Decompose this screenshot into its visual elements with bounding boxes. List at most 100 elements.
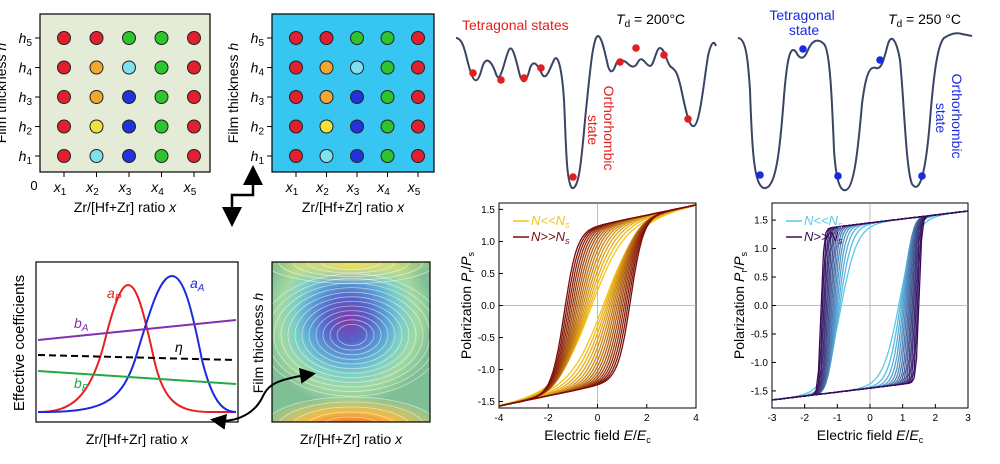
contour-line xyxy=(287,291,417,379)
state-dot xyxy=(520,74,528,82)
orthorhombic-label-left: Orthorhombic state xyxy=(585,86,617,175)
grid-xlabel: Zr/[Hf+Zr] ratio x xyxy=(302,199,405,215)
x-tick-label: -2 xyxy=(800,413,809,424)
legend-entry: N>>Ns xyxy=(804,229,843,246)
y-tick-label: 0.0 xyxy=(754,301,768,312)
phase-dot xyxy=(57,90,71,104)
contour-line xyxy=(280,287,424,383)
y-tick-label: 1.5 xyxy=(754,216,768,227)
phase-dot xyxy=(319,90,334,104)
y-axis-label: Polarization Pr/Ps xyxy=(731,251,749,359)
state-dot xyxy=(469,69,477,77)
phase-dot xyxy=(350,31,364,45)
y-tick-label: -1.0 xyxy=(478,365,496,376)
phase-dot xyxy=(319,149,334,163)
contour-line xyxy=(273,282,430,388)
contour-line xyxy=(315,310,389,360)
phase-dot xyxy=(411,90,425,104)
phase-dot xyxy=(289,60,303,75)
contour-line xyxy=(272,270,430,284)
bA-line xyxy=(37,319,237,341)
eta-line xyxy=(37,354,237,361)
phase-dot xyxy=(411,149,425,163)
coefficients-panel: aP aA bA η bP Effective coefficients Zr/… xyxy=(11,261,239,447)
phase-dot xyxy=(380,119,395,134)
phase-dot xyxy=(57,119,71,134)
aA-label: aA xyxy=(190,275,205,294)
bP-label: bP xyxy=(74,375,89,394)
phase-dot xyxy=(187,60,201,75)
contour-line xyxy=(272,396,430,415)
x-tick-label: 2 xyxy=(933,413,939,424)
contour-line xyxy=(292,406,410,422)
grid-ylabel: Film thickness h xyxy=(0,43,9,144)
phase-dot xyxy=(289,119,303,134)
h-tick-label: h3 xyxy=(19,89,33,108)
phase-dot xyxy=(411,60,425,75)
state-dot xyxy=(569,173,577,181)
phase-dot xyxy=(187,149,201,163)
phase-dot xyxy=(187,119,201,134)
y-tick-label: -1.5 xyxy=(478,397,496,408)
coeffs-ylabel: Effective coefficients xyxy=(11,275,28,411)
aP-label: aP xyxy=(107,285,122,304)
phase-dot xyxy=(154,31,169,45)
h-tick-label: h5 xyxy=(251,30,265,49)
phase-dot xyxy=(57,60,71,75)
x-tick-label: 0 xyxy=(867,413,873,424)
x-axis-label: Electric field E/Ec xyxy=(817,427,924,445)
phase-dot xyxy=(350,60,364,75)
phase-dot xyxy=(380,60,395,75)
x-tick-label: x2 xyxy=(85,179,99,198)
temperature-left: Td = 200°C xyxy=(616,11,685,30)
grid-panel-left: h5 h4 h3 h2 h1 x1 x2 x3 x4 x5 0 Film thickness h Zr/… xyxy=(0,13,211,215)
phase-dot xyxy=(319,119,334,134)
x-tick-label: x1 xyxy=(53,179,67,198)
contour-line xyxy=(278,262,424,281)
contour-line xyxy=(336,323,368,346)
legend-entry: N>>Ns xyxy=(531,229,570,246)
contour-line xyxy=(307,411,395,422)
phase-dot xyxy=(411,119,425,134)
h-tick-label: h4 xyxy=(19,60,33,79)
phase-dot xyxy=(289,149,303,163)
landscape-right: Tetragonal state Td = 250 °C Orthorhombi… xyxy=(737,7,973,192)
phase-dot xyxy=(350,90,364,104)
loop-branch-up xyxy=(499,204,696,407)
contour-line xyxy=(294,296,410,374)
phase-dot xyxy=(289,31,303,45)
x-tick-label: -3 xyxy=(768,413,777,424)
state-dot xyxy=(799,45,807,53)
temperature-right: Td = 250 °C xyxy=(888,11,961,30)
aA-curve xyxy=(37,274,237,413)
x-tick-label: x4 xyxy=(150,179,164,198)
x-tick-label: x4 xyxy=(376,179,390,198)
y-tick-label: 1.0 xyxy=(754,244,768,255)
phase-dot xyxy=(319,31,334,45)
h-tick-label: h1 xyxy=(251,148,265,167)
y-tick-label: 1.5 xyxy=(481,205,495,216)
tetragonal-states-label: Tetragonal states xyxy=(462,17,569,33)
phase-dot xyxy=(154,119,169,134)
grid-panel-right: h5 h4 h3 h2 h1 x1 x2 x3 x4 x5 Film thickness h Zr/[… xyxy=(225,13,435,215)
landscape-right-curve xyxy=(737,32,973,192)
phase-dot xyxy=(122,90,136,104)
y-tick-label: 0.5 xyxy=(481,269,495,280)
state-dot xyxy=(834,172,842,180)
x-tick-label: x3 xyxy=(118,179,132,198)
h-tick-label: h5 xyxy=(19,30,33,49)
contour-line xyxy=(322,314,382,356)
h-tick-label: h3 xyxy=(251,89,265,108)
phase-dot xyxy=(187,90,201,104)
contour-line xyxy=(301,300,403,369)
legend-entry: N<<Ns xyxy=(804,213,843,230)
x-tick-label: x2 xyxy=(315,179,329,198)
landscape-left: Tetragonal states Td = 200°C Orthorhombi… xyxy=(455,11,717,189)
phase-dot xyxy=(89,60,104,75)
x-tick-label: 1 xyxy=(900,413,906,424)
loop-branch-down xyxy=(499,204,696,407)
x-tick-label: 0 xyxy=(595,413,601,424)
phase-dot xyxy=(122,119,136,134)
hysteresis-loops xyxy=(772,210,968,401)
